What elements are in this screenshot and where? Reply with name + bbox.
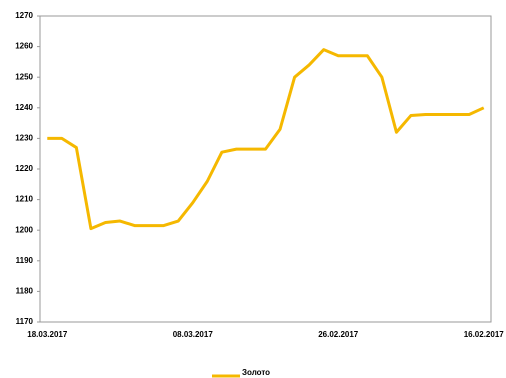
y-tick-label: 1240 [15, 103, 33, 112]
y-tick-label: 1250 [15, 72, 33, 81]
y-tick-label: 1210 [15, 195, 33, 204]
x-tick-label: 18.03.2017 [27, 330, 68, 339]
y-tick-label: 1180 [16, 287, 34, 296]
y-tick-label: 1220 [15, 164, 33, 173]
y-tick-label: 1270 [15, 11, 33, 20]
legend-label: Золото [242, 368, 270, 377]
x-tick-label: 08.03.2017 [173, 330, 214, 339]
data-line [47, 48, 485, 231]
x-tick-label: 26.02.2017 [318, 330, 359, 339]
y-tick-label: 1190 [16, 256, 34, 265]
plot-frame [39, 15, 492, 323]
y-tick-label: 1200 [15, 225, 33, 234]
y-tick-label: 1170 [16, 317, 34, 326]
y-tick-label: 1260 [15, 42, 33, 51]
x-tick-label: 16.02.2017 [464, 330, 505, 339]
y-tick-label: 1230 [15, 134, 33, 143]
